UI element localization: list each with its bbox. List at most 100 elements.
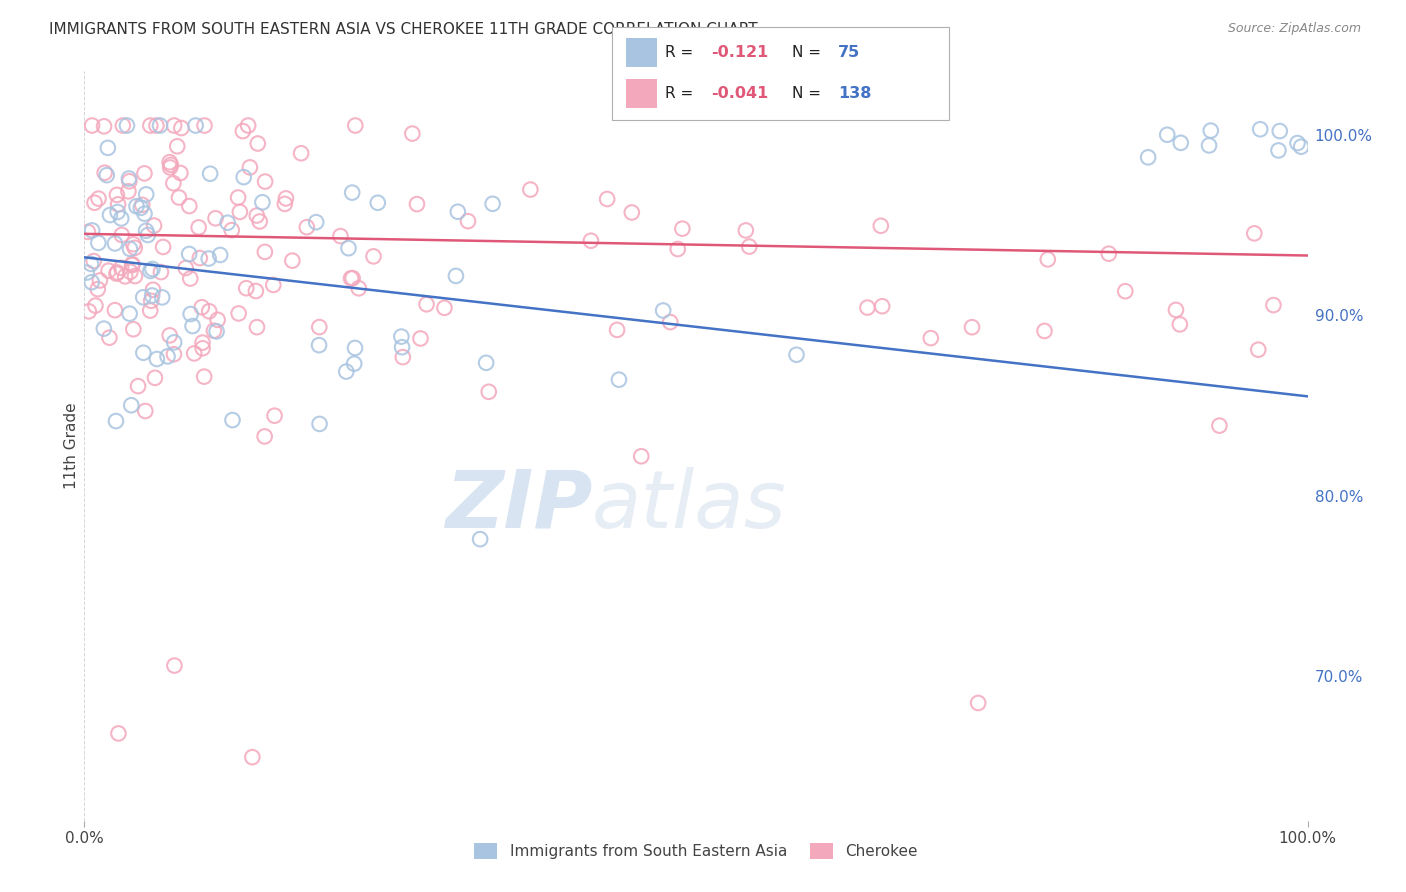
Point — [104, 414, 127, 428]
Point — [180, 307, 202, 321]
Point — [217, 216, 239, 230]
Text: ZIP: ZIP — [444, 467, 592, 545]
Point — [122, 237, 145, 252]
Point — [1268, 124, 1291, 138]
Point — [1168, 318, 1191, 332]
Point — [1137, 150, 1160, 164]
Point — [110, 260, 132, 275]
Point — [606, 323, 628, 337]
Point — [406, 197, 429, 211]
Point — [131, 198, 153, 212]
Point — [105, 265, 128, 279]
Point — [235, 281, 257, 295]
Point — [115, 119, 138, 133]
Point — [167, 190, 190, 204]
Point — [519, 183, 541, 197]
Point — [254, 175, 277, 189]
Point — [184, 119, 207, 133]
Point — [786, 348, 808, 362]
Point — [1267, 144, 1289, 158]
Point — [475, 356, 498, 370]
Point — [246, 136, 269, 151]
Point — [308, 338, 330, 352]
Point — [671, 221, 693, 235]
Point — [80, 257, 103, 271]
Point — [274, 197, 297, 211]
Point — [967, 696, 990, 710]
Point — [105, 267, 128, 281]
Point — [146, 351, 169, 366]
Point — [87, 192, 110, 206]
Point — [141, 293, 163, 308]
Point — [97, 263, 120, 277]
Point — [121, 258, 143, 272]
Point — [110, 211, 132, 226]
Text: N =: N = — [792, 45, 825, 60]
Point — [329, 229, 352, 244]
Text: R =: R = — [665, 45, 699, 60]
Point — [87, 282, 110, 296]
Point — [209, 248, 232, 262]
Point — [198, 167, 221, 181]
Point — [1243, 227, 1265, 241]
Point — [188, 251, 211, 265]
Point — [253, 429, 276, 443]
Point — [1263, 298, 1285, 312]
Point — [159, 328, 181, 343]
Point — [308, 417, 330, 431]
Point — [960, 320, 983, 334]
Point — [1033, 324, 1056, 338]
Point — [198, 304, 221, 318]
Point — [89, 273, 111, 287]
Text: 75: 75 — [838, 45, 860, 60]
Point — [87, 235, 110, 250]
Point — [197, 252, 219, 266]
Point — [1198, 138, 1220, 153]
Point — [145, 119, 167, 133]
Point — [120, 265, 142, 279]
Point — [82, 223, 104, 237]
Point — [1199, 123, 1222, 137]
Point — [166, 139, 188, 153]
Point — [620, 205, 643, 219]
Point — [76, 266, 98, 280]
Text: -0.041: -0.041 — [711, 87, 769, 101]
Text: 138: 138 — [838, 87, 872, 101]
Point — [652, 303, 675, 318]
Point — [596, 192, 619, 206]
Point — [127, 379, 149, 393]
Point — [162, 176, 184, 190]
Point — [169, 166, 191, 180]
Point — [111, 227, 134, 242]
Point — [135, 224, 157, 238]
Point — [659, 315, 682, 329]
Point — [193, 119, 215, 133]
Point — [134, 207, 156, 221]
Point — [478, 384, 501, 399]
Point — [344, 119, 367, 133]
Point — [308, 320, 330, 334]
Point — [159, 161, 181, 175]
Point — [139, 119, 162, 133]
Point — [181, 319, 204, 334]
Point — [232, 170, 254, 185]
Text: Source: ZipAtlas.com: Source: ZipAtlas.com — [1227, 22, 1361, 36]
Point — [262, 277, 284, 292]
Point — [191, 335, 214, 350]
Point — [187, 220, 209, 235]
Point — [1098, 246, 1121, 260]
Point — [134, 404, 156, 418]
Point — [245, 284, 267, 298]
Point — [1170, 136, 1192, 150]
Point — [1247, 343, 1270, 357]
Point — [409, 331, 432, 345]
Point — [221, 223, 243, 237]
Point — [163, 119, 186, 133]
Point — [920, 331, 942, 345]
Point — [143, 371, 166, 385]
Point — [134, 166, 156, 180]
Y-axis label: 11th Grade: 11th Grade — [63, 402, 79, 490]
Point — [170, 121, 193, 136]
Point — [98, 208, 121, 222]
Point — [249, 214, 271, 228]
